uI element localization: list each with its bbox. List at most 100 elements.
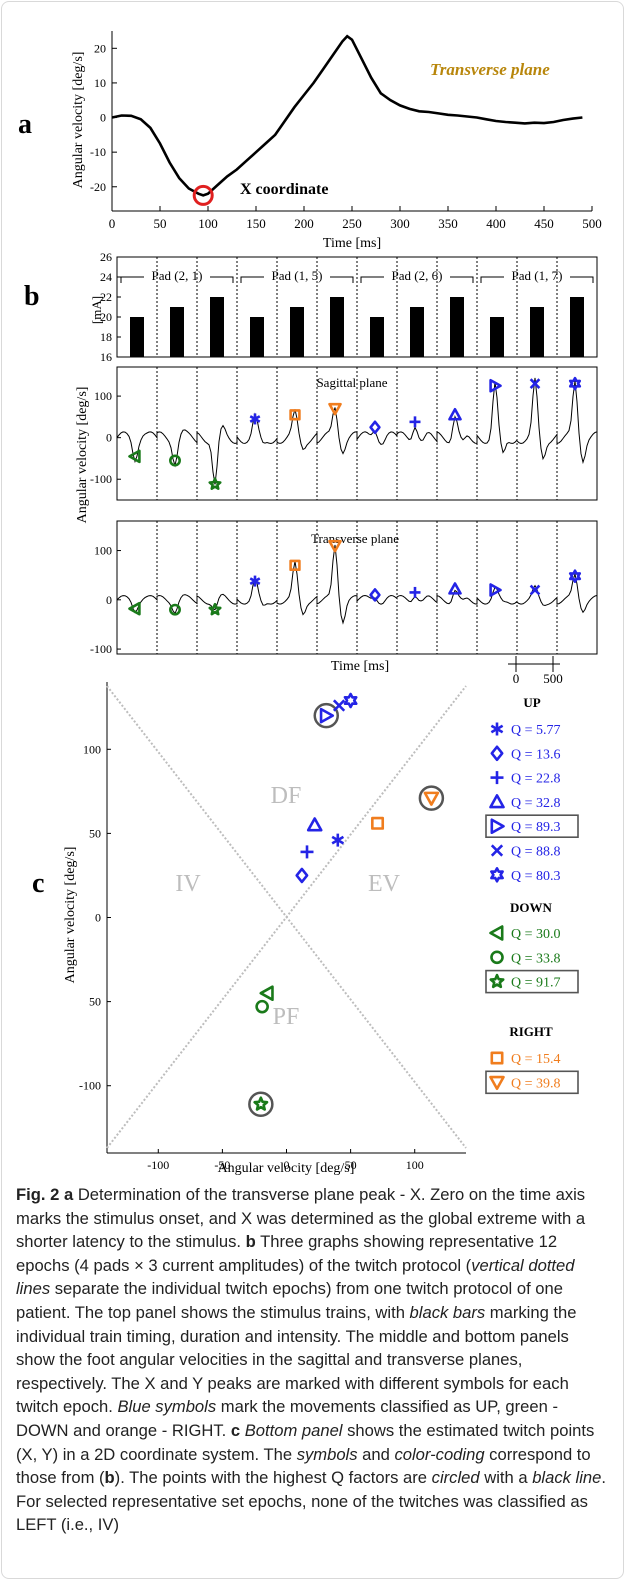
trace-ytick: 0 <box>106 593 112 607</box>
epoch-marker <box>169 603 181 616</box>
stimulus-bar <box>290 307 304 357</box>
bar-ytick: 26 <box>100 250 112 264</box>
legend-label: Q = 39.8 <box>511 1076 561 1091</box>
legend-label: Q = 91.7 <box>511 976 561 991</box>
epoch-marker <box>448 407 462 421</box>
bar-ylabel: [mA] <box>89 296 104 324</box>
transverse-plane-title: Transverse plane <box>311 531 399 546</box>
caption-c-ital4: circled <box>431 1468 480 1488</box>
panel-c-ylabel: Angular velocity [deg/s] <box>63 847 78 984</box>
trace-ytick: -100 <box>90 472 112 486</box>
stimulus-bar <box>450 297 464 357</box>
caption-c-letter: c <box>230 1420 241 1440</box>
legend-up-title: UP <box>523 695 540 710</box>
caption-b-ital1: vertical dotted lines <box>16 1255 575 1299</box>
caption-b-ital2: black bars <box>409 1302 486 1322</box>
trace-ytick: 100 <box>94 389 112 403</box>
caption-c-text2: and <box>357 1444 395 1464</box>
legend-label: Q = 30.0 <box>511 927 561 942</box>
legend-highlight-box <box>485 814 579 839</box>
stimulus-bar <box>250 317 264 357</box>
epoch-marker <box>369 420 381 435</box>
panel-c-xlabel: Angular velocity [deg/s] <box>218 1161 355 1176</box>
caption-b-text2: separate the individual twitch epochs) f… <box>16 1279 563 1322</box>
panel-a-xtick: 500 <box>582 216 602 231</box>
epoch-marker <box>289 559 301 572</box>
panel-a-xlabel: Time [ms] <box>323 236 381 251</box>
scatter-point <box>253 1096 269 1111</box>
panel-c-xtick: 50 <box>345 1158 357 1172</box>
caption-c-text3: correspond to those from ( <box>16 1444 591 1488</box>
epoch-marker <box>208 602 222 616</box>
pad-label: Pad (1, 5) <box>272 268 323 283</box>
panel-a-ytick: -20 <box>90 180 106 194</box>
stimulus-bar <box>370 317 384 357</box>
epoch-marker <box>128 601 141 616</box>
panel-a-ytick: 0 <box>100 111 106 125</box>
trace-ytick: 100 <box>94 544 112 558</box>
scale-bar-0: 0 <box>513 671 520 686</box>
scatter-point <box>332 699 346 712</box>
highest-q-circle <box>248 1091 274 1117</box>
stimulus-bar <box>410 307 424 357</box>
legend-right-title: RIGHT <box>509 1024 553 1039</box>
stimulus-bar <box>130 317 144 357</box>
panel-c-letter: c <box>32 868 44 899</box>
panel-a-xtick: 0 <box>109 216 116 231</box>
bar-ytick: 20 <box>100 310 112 324</box>
panel-b-ylabel: Angular velocity [deg/s] <box>75 387 90 524</box>
stimulus-bar <box>530 307 544 357</box>
legend-label: Q = 89.3 <box>511 820 561 835</box>
caption-c-bold-b: b <box>104 1468 115 1488</box>
stimulus-bar <box>330 297 344 357</box>
panel-b-chart: b [mA] 26 24 22 20 18 16 Pad (2, 1) Pad (1, 5)… <box>24 250 598 686</box>
caption-b-ital3: Blue symbols <box>117 1397 217 1417</box>
panel-c-xtick: -50 <box>214 1158 230 1172</box>
panel-c-ytick: 50 <box>89 995 101 1009</box>
scatter-point <box>306 817 323 832</box>
region-ev: EV <box>368 871 401 897</box>
panel-a-xtick: 50 <box>154 216 167 231</box>
caption-c-text1: shows the estimated twitch points (X, Y)… <box>16 1420 595 1464</box>
scatter-point <box>423 791 440 806</box>
stimulus-bar <box>170 307 184 357</box>
panel-a-xtick: 150 <box>246 216 266 231</box>
legend-highlight-box <box>485 969 579 994</box>
panel-a-xtick: 450 <box>534 216 554 231</box>
stimulus-bar <box>210 297 224 357</box>
legend-label: Q = 15.4 <box>511 1052 561 1067</box>
epoch-marker <box>409 416 421 428</box>
epoch-marker <box>249 575 261 587</box>
bar-ytick: 18 <box>100 330 112 344</box>
panel-a-series-line <box>111 34 583 197</box>
panel-a-xtick: 250 <box>342 216 362 231</box>
scatter-point <box>371 816 385 830</box>
panel-a-ylabel: Angular velocity [deg/s] <box>71 52 86 189</box>
bar-ytick: 22 <box>100 290 112 304</box>
epoch-marker <box>489 378 502 393</box>
panel-c-xtick: -100 <box>147 1158 169 1172</box>
legend-symbol <box>490 866 504 883</box>
stimulus-bar <box>490 317 504 357</box>
legend-label: Q = 32.8 <box>511 796 561 811</box>
legend-symbol <box>490 844 504 857</box>
scatter-point <box>259 985 274 1001</box>
caption-c-ital1: Bottom panel <box>244 1420 343 1440</box>
scatter-point <box>319 707 335 724</box>
stimulus-bar <box>570 297 584 357</box>
caption-c-ital3: color-coding <box>394 1444 485 1464</box>
region-iv: IV <box>175 871 201 897</box>
panel-a-ytick: -10 <box>90 145 106 159</box>
scatter-point <box>331 833 345 847</box>
epoch-marker <box>409 586 421 598</box>
legend-label: Q = 80.3 <box>511 869 561 884</box>
legend-symbol <box>489 973 505 989</box>
legend-symbol <box>489 1075 505 1091</box>
scatter-point <box>295 867 309 884</box>
legend-symbol <box>489 925 504 941</box>
legend-symbol <box>490 950 504 965</box>
legend-symbol <box>490 1051 504 1065</box>
caption-c-text5: with a <box>479 1468 533 1488</box>
